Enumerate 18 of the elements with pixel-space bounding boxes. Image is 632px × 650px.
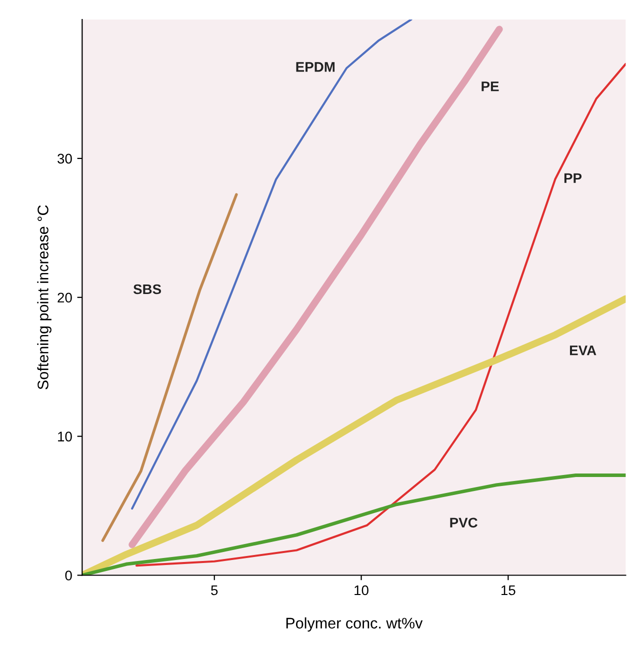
x-tick-label: 5 (211, 585, 218, 596)
text: SBS (133, 284, 162, 294)
y-tick-label: 10 (58, 432, 72, 442)
x-axis-title: Polymer conc. wt%v (286, 617, 423, 632)
x-tick-label: 15 (502, 585, 516, 596)
y-axis-title: Softening point increase °C (37, 205, 52, 390)
series-label: PE (482, 82, 499, 92)
line-series (101, 193, 238, 542)
series-label: EPDM (296, 62, 335, 72)
series-label: EVA (570, 346, 596, 356)
x-tick-label: 10 (354, 585, 368, 596)
y-tick-label: 30 (58, 154, 72, 164)
series-label: PP (564, 173, 582, 183)
y-tick-label: 0 (65, 570, 72, 580)
line-series (131, 20, 412, 510)
series-label: PVC (450, 518, 478, 528)
line-series (135, 62, 626, 567)
y-tick-label: 20 (58, 292, 72, 303)
